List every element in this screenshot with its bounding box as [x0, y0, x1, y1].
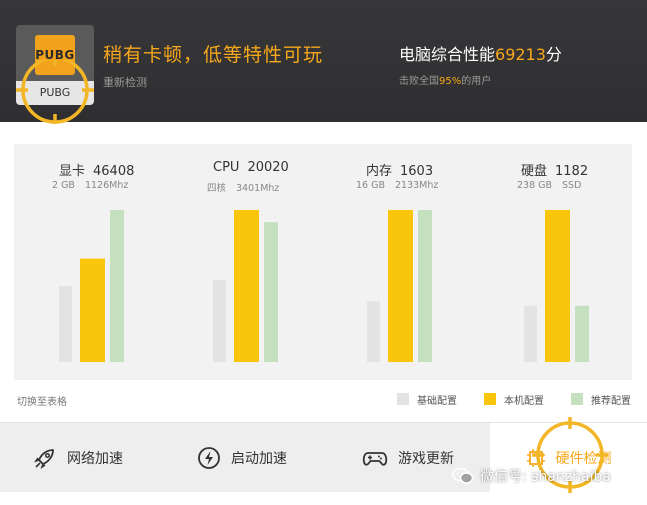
game-tile[interactable]: PUBG PUBG [16, 25, 94, 105]
header: PUBG PUBG 稍有卡顿，低等特性可玩 重新检测 电脑综合性能69213分 … [0, 0, 647, 124]
tab-hardware-check[interactable]: 硬件检测 [490, 417, 647, 493]
gpu-score: 46408 [93, 164, 135, 179]
hardware-bar-chart [59, 210, 589, 362]
tab-network-boost-label: 网络加速 [67, 451, 123, 467]
ram-specs: 16 GB 2133Mhz [356, 180, 438, 191]
recheck-link[interactable]: 重新检测 [103, 76, 147, 89]
ram-score: 1603 [400, 164, 434, 179]
cpu-spec-cores: 四核 [207, 183, 227, 194]
overall-score-line: 电脑综合性能69213分 [399, 41, 562, 65]
cpu-specs: 四核 3401Mhz [207, 180, 279, 194]
watermark-text: 微信号: shanzhaiba [480, 469, 611, 485]
disk-base-bar [524, 305, 537, 362]
disk-title: 硬盘 1182 [521, 160, 588, 179]
gpu-spec-memory: 2 GB [52, 180, 75, 191]
pubg-logo-icon: PUBG [35, 35, 75, 75]
rank-percent: 95% [439, 76, 462, 87]
game-name-label: PUBG [16, 81, 94, 105]
ram-spec-size: 16 GB [356, 180, 385, 191]
overall-score-prefix: 电脑综合性能 [399, 45, 496, 64]
disk-spec-size: 238 GB [517, 180, 553, 191]
ram-recommended-bar [418, 210, 432, 362]
legend-recommended: 推荐配置 [571, 392, 631, 407]
disk-mine-bar [545, 210, 570, 362]
tab-network-boost[interactable]: 网络加速 [33, 423, 123, 493]
overall-score-value: 69213 [495, 45, 546, 64]
disk-name: 硬盘 [521, 164, 548, 179]
rank-suffix: 的用户 [461, 76, 492, 87]
gpu-specs: 2 GB 1126Mhz [52, 180, 128, 191]
bottom-tab-bar: 网络加速 启动加速 游戏更新 硬件检测 [0, 417, 647, 493]
hardware-chart-panel: 显卡 46408 2 GB 1126Mhz CPU 20020 四核 3401Mhz 内… [14, 144, 632, 380]
overall-score-suffix: 分 [545, 45, 562, 64]
ram-title: 内存 1603 [366, 160, 433, 179]
disk-score: 1182 [555, 164, 589, 179]
wechat-watermark: 微信号: shanzhaiba [452, 466, 611, 486]
performance-verdict: 稍有卡顿，低等特性可玩 [103, 44, 324, 66]
cpu-recommended-bar [264, 222, 278, 362]
ram-base-bar [367, 301, 380, 362]
tab-game-update-label: 游戏更新 [398, 451, 454, 467]
lightning-icon [198, 447, 220, 469]
rocket-icon [34, 449, 54, 469]
legend-base-label: 基础配置 [417, 395, 457, 407]
rank-prefix: 击败全国 [399, 76, 439, 87]
ram-mine-bar [388, 210, 413, 362]
tab-launch-boost[interactable]: 启动加速 [197, 423, 287, 493]
rank-line: 击败全国95%的用户 [399, 72, 491, 87]
legend-recommended-label: 推荐配置 [591, 395, 631, 407]
cpu-base-bar [213, 279, 226, 362]
gpu-base-bar [59, 286, 72, 362]
legend-mine-label: 本机配置 [504, 395, 544, 407]
cpu-mine-bar [234, 210, 259, 362]
hardware-icon [526, 449, 545, 467]
disk-recommended-bar [575, 305, 589, 362]
cpu-name: CPU [213, 160, 240, 175]
legend-mine: 本机配置 [484, 392, 544, 407]
gpu-name: 显卡 [59, 164, 86, 179]
tab-game-update[interactable]: 游戏更新 [362, 423, 454, 493]
switch-to-table-link[interactable]: 切换至表格 [17, 397, 67, 408]
tab-launch-boost-label: 启动加速 [231, 451, 287, 467]
cpu-spec-clock: 3401Mhz [236, 183, 280, 194]
ram-spec-clock: 2133Mhz [395, 180, 439, 191]
legend-mine-swatch [484, 393, 496, 405]
tab-hardware-check-label: 硬件检测 [555, 451, 612, 467]
legend-base: 基础配置 [397, 392, 457, 407]
gpu-spec-clock: 1126Mhz [84, 180, 129, 191]
disk-spec-type: SSD [562, 180, 582, 191]
legend-recommended-swatch [571, 393, 583, 405]
gamepad-icon [362, 452, 388, 466]
cpu-score: 20020 [247, 160, 289, 175]
gpu-mine-bar [80, 258, 105, 362]
gpu-title: 显卡 46408 [59, 160, 134, 179]
gpu-recommended-bar [110, 210, 124, 362]
wechat-icon [452, 467, 474, 484]
cpu-title: CPU 20020 [213, 160, 289, 175]
legend-base-swatch [397, 393, 409, 405]
ram-name: 内存 [366, 164, 393, 179]
disk-specs: 238 GB SSD [517, 180, 581, 191]
